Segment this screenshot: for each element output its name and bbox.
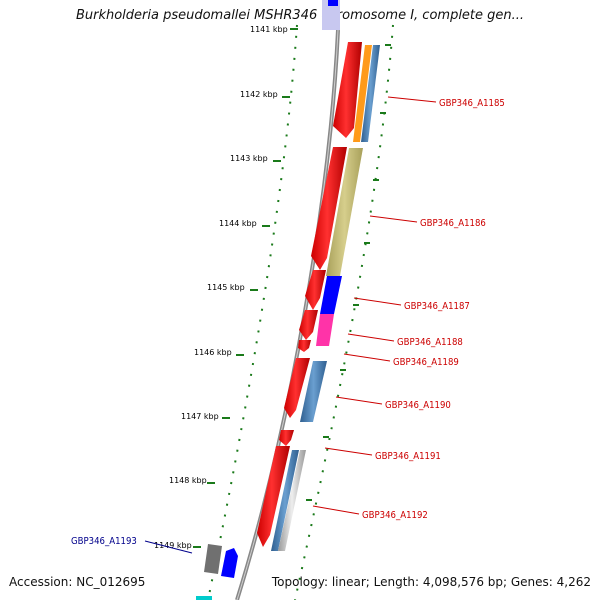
feature-track [196, 45, 380, 600]
gene-A1189-arrow[interactable] [298, 340, 311, 352]
ruler-outer-left [207, 24, 298, 600]
gene-A1190-arrow[interactable] [284, 358, 310, 418]
feature-A1190-steel [300, 361, 327, 422]
gene-A1188-arrow[interactable] [299, 310, 318, 340]
gene-A1185-arrow[interactable] [333, 42, 362, 138]
tick-label: 1146 kbp [194, 348, 232, 357]
feature-A1186-khaki [326, 148, 363, 276]
label-leaders [144, 96, 437, 554]
feature-A1192-gray [278, 450, 306, 551]
ruler-ticks-left [193, 28, 298, 548]
gene-label-A1191[interactable]: GBP346_A1191 [375, 451, 441, 462]
tick-label: 1149 kbp [154, 541, 192, 550]
gene-label-A1190[interactable]: GBP346_A1190 [385, 400, 451, 411]
feature-top-blue [328, 0, 338, 6]
ruler-labels: 1141 kbp 1142 kbp 1143 kbp 1144 kbp 1145… [154, 25, 288, 550]
gene-track [257, 42, 362, 547]
feature-A1192-steel [271, 450, 299, 551]
gene-A1191-arrow[interactable] [279, 430, 294, 446]
gene-A1192-arrow[interactable] [257, 446, 290, 547]
ruler-ticks-right [306, 44, 391, 501]
tick-label: 1147 kbp [181, 412, 219, 421]
tick-label: 1141 kbp [250, 25, 288, 34]
gene-label-A1192[interactable]: GBP346_A1192 [362, 510, 428, 521]
feature-A1187-blue [320, 276, 342, 314]
gene-A1186-arrow[interactable] [311, 147, 347, 270]
genome-stats: Topology: linear; Length: 4,098,576 bp; … [271, 575, 591, 589]
feature-top-light [322, 0, 340, 30]
gene-label-A1187[interactable]: GBP346_A1187 [404, 301, 470, 312]
feature-A1185-steel [361, 45, 380, 142]
gene-A1187-arrow[interactable] [305, 270, 326, 310]
feature-A1193-blue [221, 548, 238, 578]
gene-label-A1186[interactable]: GBP346_A1186 [420, 218, 486, 229]
feature-A1185-orange [353, 45, 372, 142]
tick-label: 1144 kbp [219, 219, 257, 228]
accession-text: Accession: NC_012695 [9, 575, 146, 589]
gene-labels: GBP346_A1185 GBP346_A1186 GBP346_A1187 G… [71, 98, 505, 547]
gene-label-A1189[interactable]: GBP346_A1189 [393, 357, 459, 368]
map-title: Burkholderia pseudomallei MSHR346 chromo… [75, 8, 525, 23]
tick-label: 1148 kbp [169, 476, 207, 485]
gene-label-A1188[interactable]: GBP346_A1188 [397, 337, 463, 348]
feature-bottom-cyan [196, 596, 212, 600]
gene-label-A1185[interactable]: GBP346_A1185 [439, 98, 505, 109]
tick-label: 1145 kbp [207, 283, 245, 292]
tick-label: 1143 kbp [230, 154, 268, 163]
tick-label: 1142 kbp [240, 90, 278, 99]
gene-label-A1193[interactable]: GBP346_A1193 [71, 536, 137, 547]
feature-A1188-pink [316, 314, 334, 346]
feature-A1193-gray [204, 544, 222, 574]
